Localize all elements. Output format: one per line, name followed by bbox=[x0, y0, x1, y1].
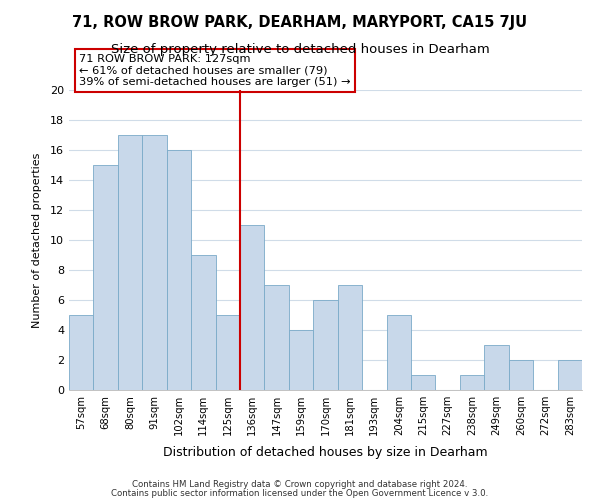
Bar bbox=[557, 360, 582, 390]
Bar bbox=[484, 345, 509, 390]
Bar bbox=[167, 150, 191, 390]
Text: Size of property relative to detached houses in Dearham: Size of property relative to detached ho… bbox=[110, 42, 490, 56]
Bar bbox=[142, 135, 167, 390]
Bar bbox=[118, 135, 142, 390]
Bar bbox=[191, 255, 215, 390]
Bar bbox=[411, 375, 436, 390]
X-axis label: Distribution of detached houses by size in Dearham: Distribution of detached houses by size … bbox=[163, 446, 488, 460]
Bar bbox=[265, 285, 289, 390]
Bar bbox=[509, 360, 533, 390]
Bar bbox=[69, 315, 94, 390]
Bar bbox=[94, 165, 118, 390]
Bar bbox=[386, 315, 411, 390]
Text: 71, ROW BROW PARK, DEARHAM, MARYPORT, CA15 7JU: 71, ROW BROW PARK, DEARHAM, MARYPORT, CA… bbox=[73, 15, 527, 30]
Text: 71 ROW BROW PARK: 127sqm
← 61% of detached houses are smaller (79)
39% of semi-d: 71 ROW BROW PARK: 127sqm ← 61% of detach… bbox=[79, 54, 351, 87]
Bar bbox=[313, 300, 338, 390]
Bar bbox=[240, 225, 265, 390]
Bar bbox=[338, 285, 362, 390]
Text: Contains HM Land Registry data © Crown copyright and database right 2024.: Contains HM Land Registry data © Crown c… bbox=[132, 480, 468, 489]
Bar bbox=[460, 375, 484, 390]
Bar bbox=[289, 330, 313, 390]
Bar bbox=[215, 315, 240, 390]
Y-axis label: Number of detached properties: Number of detached properties bbox=[32, 152, 41, 328]
Text: Contains public sector information licensed under the Open Government Licence v : Contains public sector information licen… bbox=[112, 490, 488, 498]
